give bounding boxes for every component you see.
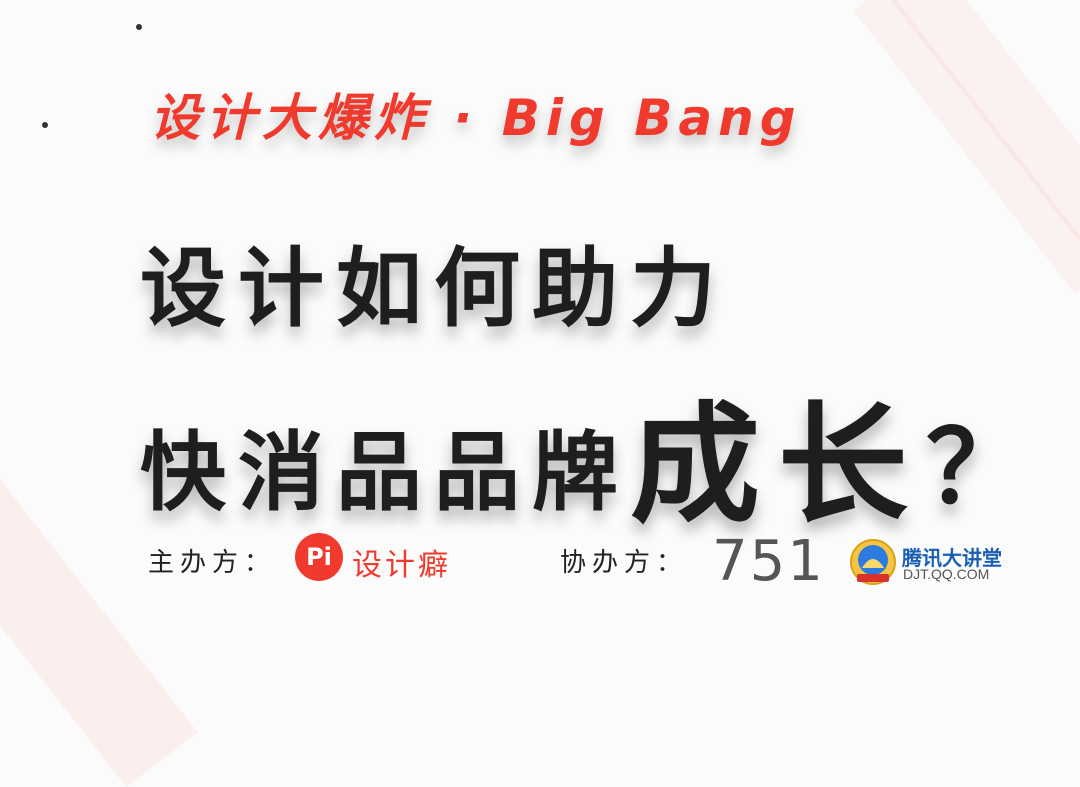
- title-emphasis: 成长: [630, 389, 927, 541]
- title-line-2: 快消品品牌成长？: [140, 360, 1038, 548]
- title-line-1: 设计如何助力: [140, 239, 728, 339]
- decor-dot: [42, 122, 48, 128]
- decor-dot: [136, 24, 142, 30]
- tencent-url: DJT.QQ.COM: [903, 566, 990, 582]
- host-label: 主办方：: [148, 548, 277, 578]
- tencent-badge-icon: [850, 539, 896, 585]
- logo-751: 751: [712, 529, 825, 594]
- event-headline: 设计大爆炸 · Big Bang: [150, 89, 802, 147]
- co-host-label: 协办方：: [560, 548, 689, 578]
- host-name: 设计癖: [352, 548, 451, 583]
- title-question-mark: ？: [926, 409, 1039, 526]
- tencent-name: 腾讯大讲堂: [902, 546, 1002, 570]
- pi-logo-icon: Pi: [295, 533, 343, 581]
- title-line-2-prefix: 快消品品牌: [140, 423, 630, 523]
